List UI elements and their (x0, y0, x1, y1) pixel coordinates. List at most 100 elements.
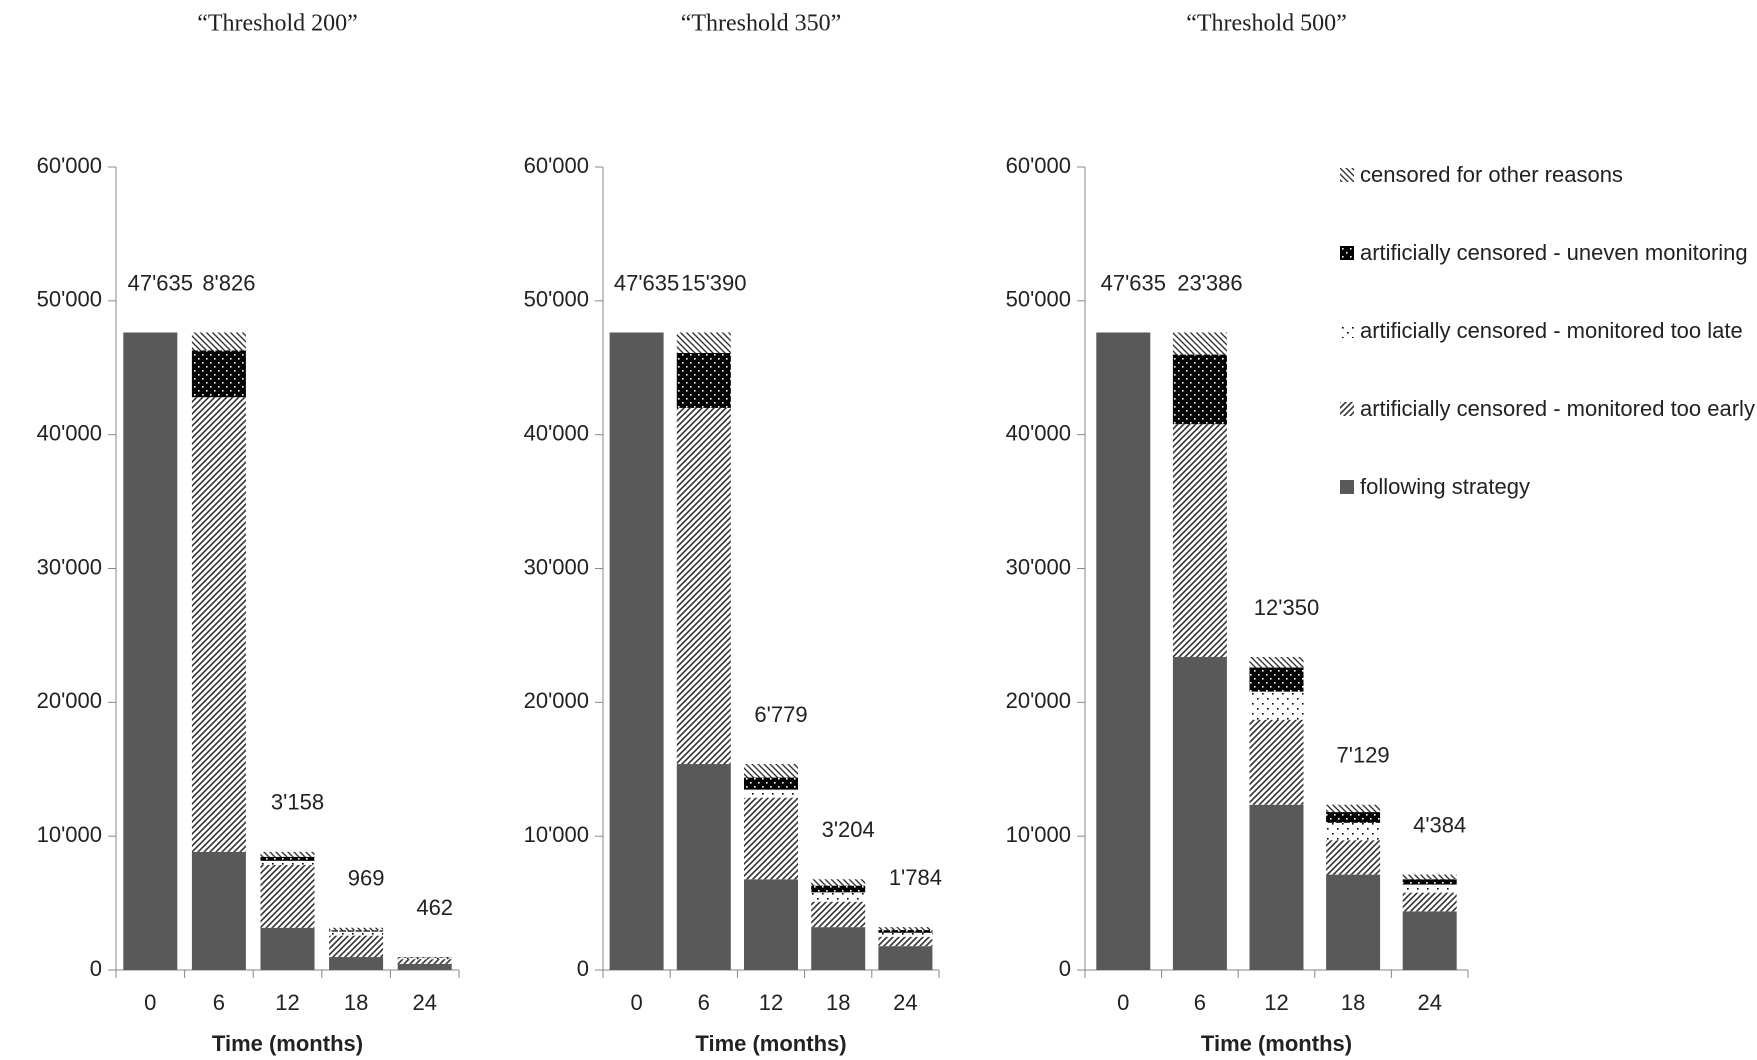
legend-swatch-fill (1340, 168, 1354, 182)
y-tick-label: 20'000 (524, 688, 589, 713)
y-tick-label: 40'000 (524, 420, 589, 445)
chart-title: “Threshold 500” (1186, 11, 1347, 37)
y-tick-label: 0 (1059, 956, 1071, 981)
bar-segment (123, 332, 178, 970)
bar-segment (260, 856, 315, 861)
bar-segment (1326, 840, 1381, 875)
legend-label: artificially censored - monitored too ea… (1360, 396, 1755, 421)
x-tick-label: 0 (1117, 990, 1129, 1015)
bar-segment (397, 963, 452, 970)
bar-segment (1172, 354, 1227, 425)
y-tick-label: 50'000 (524, 287, 589, 312)
value-label: 4'384 (1413, 812, 1466, 837)
legend-swatch-fill (1340, 402, 1354, 416)
y-tick-label: 20'000 (1006, 688, 1071, 713)
value-label: 462 (416, 895, 453, 920)
bar-segment (1096, 332, 1151, 970)
bar-segment (1326, 804, 1381, 813)
legend-label: censored for other reasons (1360, 162, 1623, 187)
bar-segment (397, 957, 452, 958)
x-axis-title: Time (months) (1201, 1031, 1352, 1056)
legend-entry: artificially censored - uneven monitorin… (1340, 238, 1755, 268)
legend-swatch (1340, 324, 1354, 338)
bar-segment (1326, 874, 1381, 970)
bar-segment (811, 901, 866, 928)
bar-segment (1249, 719, 1304, 805)
y-tick-label: 30'000 (524, 554, 589, 579)
x-tick-label: 24 (893, 990, 917, 1015)
bar-segment (260, 927, 315, 970)
value-label: 47'635 (614, 270, 679, 295)
bar-segment (329, 957, 384, 970)
bar-segment (878, 930, 933, 933)
legend-label: artificially censored - uneven monitorin… (1360, 240, 1748, 265)
bar-segment (1249, 691, 1304, 720)
x-tick-label: 6 (1194, 990, 1206, 1015)
bar-segment (260, 851, 315, 857)
bar-segment (878, 946, 933, 970)
value-label: 3'204 (822, 817, 875, 842)
bar-segment (1172, 657, 1227, 970)
y-tick-label: 40'000 (1006, 420, 1071, 445)
y-tick-label: 30'000 (37, 554, 102, 579)
value-label: 23'386 (1177, 270, 1242, 295)
bar-segment (1402, 911, 1457, 970)
chart-title: “Threshold 350” (681, 11, 842, 37)
bar-segment (397, 958, 452, 960)
legend-swatch-fill (1340, 480, 1354, 494)
bar-segment (191, 332, 246, 351)
x-tick-label: 6 (698, 990, 710, 1015)
legend-swatch (1340, 246, 1354, 260)
x-tick-label: 18 (826, 990, 850, 1015)
x-axis-title: Time (months) (695, 1031, 846, 1056)
bar-segment (329, 935, 384, 958)
bar-segment (1249, 667, 1304, 692)
bar-segment (878, 932, 933, 937)
value-label: 8'826 (202, 270, 255, 295)
bar-segment (1249, 804, 1304, 970)
y-tick-label: 60'000 (1006, 153, 1071, 178)
bar-segment (1402, 874, 1457, 880)
value-label: 6'779 (754, 702, 807, 727)
y-tick-label: 60'000 (524, 153, 589, 178)
bar-segment (744, 789, 798, 798)
y-tick-label: 30'000 (1006, 554, 1071, 579)
value-label: 15'390 (681, 270, 746, 295)
x-tick-label: 24 (412, 990, 436, 1015)
bar-segment (1249, 657, 1304, 668)
bar-segment (811, 927, 866, 970)
chart-title: “Threshold 200” (197, 11, 358, 37)
x-tick-label: 6 (213, 990, 225, 1015)
bar-segment (1402, 884, 1457, 893)
y-tick-label: 20'000 (37, 688, 102, 713)
value-label: 969 (348, 866, 385, 891)
bar-segment (1402, 879, 1457, 885)
value-label: 12'350 (1254, 595, 1319, 620)
y-tick-label: 60'000 (37, 153, 102, 178)
value-label: 3'158 (271, 790, 324, 815)
x-tick-label: 0 (144, 990, 156, 1015)
y-tick-label: 10'000 (37, 822, 102, 847)
bar-segment (744, 764, 798, 778)
bar-segment (811, 879, 866, 886)
legend-label: following strategy (1360, 474, 1530, 499)
legend-swatch (1340, 402, 1354, 416)
x-tick-label: 12 (759, 990, 783, 1015)
legend-swatch-fill (1340, 246, 1354, 260)
bar-segment (260, 864, 315, 928)
legend-entry: artificially censored - monitored too ea… (1340, 394, 1755, 424)
bar-segment (329, 930, 384, 932)
bar-segment (744, 797, 798, 880)
y-tick-label: 10'000 (524, 822, 589, 847)
bar-segment (1326, 822, 1381, 841)
bar-segment (329, 931, 384, 936)
bar-segment (1172, 424, 1227, 658)
x-tick-label: 18 (1341, 990, 1365, 1015)
bar-segment (811, 885, 866, 893)
bar-segment (744, 879, 798, 970)
bar-segment (1326, 812, 1381, 823)
bar-segment (191, 397, 246, 852)
y-tick-label: 0 (90, 956, 102, 981)
y-tick-label: 10'000 (1006, 822, 1071, 847)
